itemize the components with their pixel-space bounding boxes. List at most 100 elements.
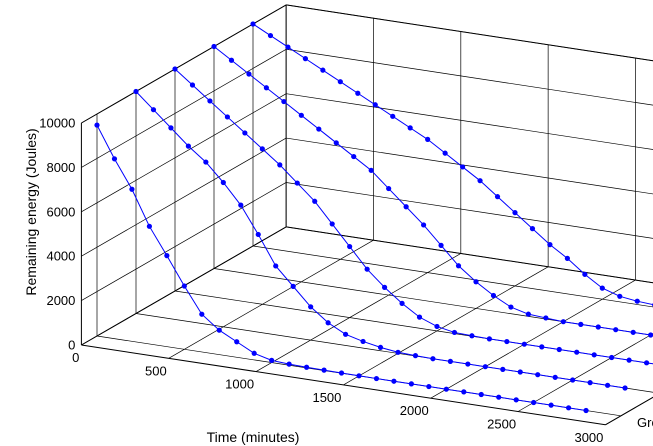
- series-2-point: [377, 344, 384, 351]
- chart-axes: [80, 4, 653, 426]
- series-5-point: [599, 285, 605, 291]
- series-3-point: [591, 352, 597, 358]
- series-3-point: [364, 266, 370, 272]
- series-4-point: [228, 57, 235, 63]
- series-5-point: [372, 102, 378, 108]
- series-1-point: [373, 375, 380, 382]
- series-2-point: [308, 304, 314, 310]
- series-5-point: [355, 90, 361, 96]
- series-5-point: [634, 298, 640, 304]
- series-3-point: [434, 323, 440, 330]
- series-4-point: [595, 324, 601, 330]
- series-line-2: [135, 91, 626, 389]
- z-tick-label: 6000: [46, 204, 75, 219]
- series-2-point: [133, 88, 139, 95]
- back-wall-gridline-energy: [286, 48, 653, 106]
- series-4-point: [525, 311, 531, 317]
- series-4-point: [211, 43, 217, 50]
- floor-gridline-time: [605, 396, 653, 426]
- series-3-point: [399, 300, 405, 306]
- series-2-point: [290, 283, 296, 289]
- series-5-point: [407, 125, 413, 131]
- series-2-point: [447, 358, 453, 364]
- series-3-point: [574, 349, 580, 355]
- chart-series: [94, 21, 653, 414]
- series-5-point: [425, 136, 431, 142]
- series-line-4: [213, 46, 653, 336]
- z-tick-label: 8000: [46, 160, 75, 175]
- series-5-point: [617, 293, 623, 299]
- series-1-point: [548, 402, 554, 408]
- floor-gridline-group: [252, 245, 653, 308]
- series-1-point: [181, 283, 187, 289]
- series-4-point: [316, 126, 322, 132]
- series-1-point: [338, 370, 345, 376]
- series-5-point: [302, 56, 308, 62]
- series-2-point: [185, 143, 191, 149]
- series-1-point: [321, 367, 327, 373]
- series-5-point: [512, 210, 518, 216]
- series-5-point: [285, 44, 291, 50]
- series-5-point: [459, 164, 466, 170]
- series-1-point: [565, 405, 572, 411]
- x-tick-label: 1000: [225, 377, 254, 392]
- series-3-point: [259, 146, 265, 152]
- series-1-point: [111, 156, 118, 162]
- series-3-point: [539, 344, 545, 350]
- series-4-point: [490, 292, 497, 299]
- series-2-point: [238, 202, 244, 208]
- series-1-point: [234, 339, 240, 345]
- series-4-point: [333, 140, 339, 146]
- back-wall-gridline-energy: [286, 137, 653, 195]
- series-5-point: [477, 178, 483, 184]
- series-5-point: [529, 226, 536, 232]
- series-5-point: [494, 194, 501, 200]
- back-wall-gridline-energy: [286, 182, 653, 239]
- series-2-point: [570, 377, 576, 383]
- series-3-point: [347, 243, 353, 250]
- series-2-point: [360, 338, 366, 345]
- floor-gridline-time: [168, 239, 374, 359]
- floor-gridline-time: [517, 333, 653, 412]
- group-axis-line: [605, 396, 653, 426]
- series-4-point: [263, 85, 269, 91]
- series-2-point: [430, 356, 436, 362]
- series-1-point: [513, 397, 519, 403]
- z-tick-label: 10000: [39, 116, 75, 131]
- series-4-point: [438, 242, 444, 248]
- series-5-point: [320, 67, 326, 73]
- series-2-point: [604, 382, 611, 388]
- left-wall-gridline-energy: [81, 93, 287, 213]
- series-2-point: [552, 374, 558, 380]
- series-1-point: [583, 407, 589, 414]
- series-2-point: [203, 159, 209, 165]
- series-1-point: [391, 378, 397, 384]
- series-line-5: [252, 23, 653, 306]
- series-2-point: [273, 263, 279, 269]
- series-4-point: [473, 279, 479, 285]
- series-1-point: [164, 253, 170, 259]
- series-1-point: [216, 327, 222, 333]
- series-line-1: [96, 124, 587, 411]
- series-2-point: [587, 380, 593, 386]
- z-axis-label: Remaining energy (Joules): [23, 128, 39, 295]
- series-1-point: [443, 386, 449, 392]
- series-1-point: [426, 383, 432, 390]
- series-4-point: [281, 98, 287, 105]
- x-tick-label: 0: [72, 350, 79, 365]
- series-2-point: [325, 320, 331, 326]
- series-4-point: [578, 321, 584, 327]
- series-4-point: [455, 263, 462, 269]
- series-2-point: [342, 331, 349, 337]
- series-4-point: [630, 329, 636, 335]
- left-top-edge: [81, 4, 287, 124]
- series-3-point: [626, 357, 632, 363]
- series-3-point: [521, 341, 527, 347]
- series-2-point: [517, 369, 523, 375]
- series-5-point: [442, 150, 448, 156]
- series-2-point: [150, 107, 157, 113]
- series-3-point: [643, 360, 650, 366]
- series-3-point: [609, 354, 615, 361]
- floor-gridline-group: [213, 268, 653, 336]
